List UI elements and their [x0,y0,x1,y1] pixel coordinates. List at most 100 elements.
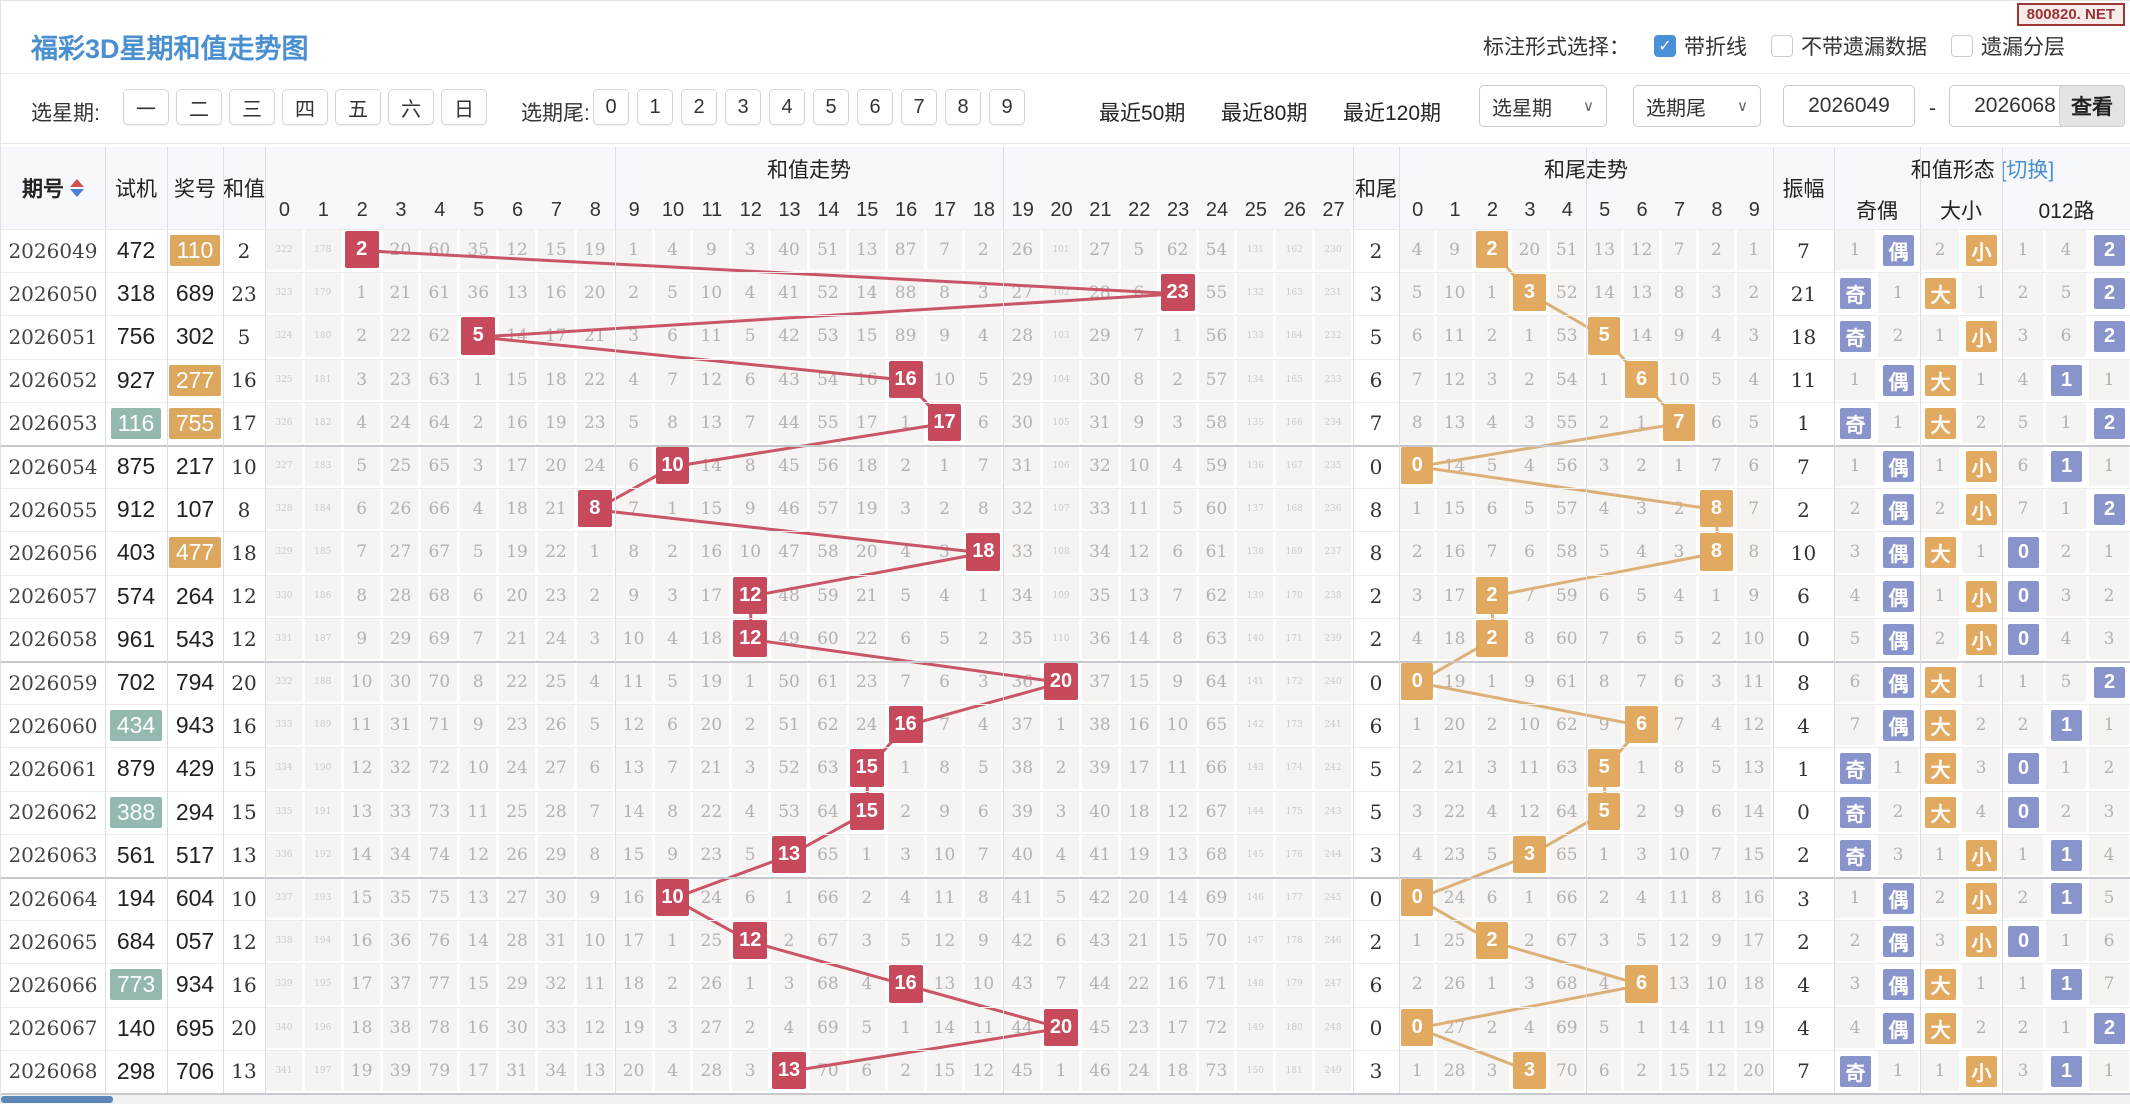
tail-miss-cell: 6 [1699,402,1734,443]
sum-miss-cell: 3 [1043,791,1079,832]
tailnum-button-9[interactable]: 9 [989,89,1025,125]
prize-value: 294 [175,798,215,825]
checkbox-unchecked-icon[interactable] [1771,35,1793,57]
tail-value-cell: 5 [1369,324,1383,349]
sum-value-cell: 23 [231,281,257,306]
tailnum-button-6[interactable]: 6 [857,89,893,125]
sum-miss-cell: 189 [304,705,341,746]
period-from-input[interactable] [1783,85,1915,127]
tail-miss-cell: 6 [1587,575,1622,616]
sum-miss-cell: 15 [615,834,652,875]
tailnum-button-8[interactable]: 8 [945,89,981,125]
sort-icon[interactable] [70,179,84,197]
row-divider [1,272,2130,274]
sum-miss-cell: 148 [1237,964,1274,1005]
route-miss-cell: 6 [2003,446,2043,487]
prize-cell: 057 [167,920,223,963]
tailnum-button-1[interactable]: 1 [637,89,673,125]
sum-miss-cell: 11 [615,662,652,703]
tail-miss-cell: 5 [1624,575,1659,616]
oe-header: 奇偶 [1834,191,1920,229]
sum-miss-cell: 179 [304,273,341,314]
sum-miss-cell: 22 [848,618,885,659]
bigsmall-miss-cell: 2 [1962,705,2000,746]
sum-miss-cell: 2 [654,532,691,573]
sum-miss-cell: 29 [1004,359,1041,400]
route-hit-badge: 1 [2051,883,2082,914]
sum-value-cell: 8 [237,497,251,522]
tailnum-button-4[interactable]: 4 [769,89,805,125]
sum-miss-cell: 19 [1120,834,1157,875]
row-divider [1,315,2130,317]
sum-miss-cell: 1 [343,273,380,314]
sum-miss-cell: 57 [809,489,846,530]
sum-miss-cell: 332 [266,662,302,703]
bigsmall-miss-cell: 1 [1962,359,2000,400]
week-button-三[interactable]: 三 [229,89,275,125]
week-button-一[interactable]: 一 [123,89,169,125]
table-row-2026064: 2026064 194 604 10 337 193 15 35 75 13 27 30 9 16 10 24… [1,877,2130,920]
week-select[interactable]: 选星期 ∨ [1479,85,1607,127]
sum-miss-cell: 2 [848,878,885,919]
prize-cell: 934 [167,963,223,1006]
sum-miss-cell: 30 [1081,359,1118,400]
sum-miss-cell: 4 [654,230,691,271]
sum-hit-badge: 15 [849,749,884,787]
sum-miss-cell: 2 [887,446,924,487]
range-link-80[interactable]: 最近80期 [1221,102,1308,125]
oddeven-miss-cell: 1 [1878,748,1918,789]
sum-miss-cell: 22 [537,532,574,573]
bigsmall-hit-badge: 小 [1966,451,1997,482]
sum-miss-cell: 19 [576,230,613,271]
week-button-四[interactable]: 四 [282,89,328,125]
sum-miss-cell: 35 [382,878,419,919]
mark-style-option: 遗漏分层 [1951,31,2065,61]
shiji-cell: 403 [105,531,167,574]
week-button-五[interactable]: 五 [335,89,381,125]
sum-miss-cell: 72 [1198,1007,1235,1048]
tail-miss-cell: 1 [1624,1007,1659,1048]
tail-miss-cell: 6 [1587,1050,1622,1091]
sum-miss-cell: 140 [1237,618,1274,659]
tailnum-button-7[interactable]: 7 [901,89,937,125]
sum-miss-cell: 56 [1198,316,1235,357]
tail-miss-cell: 1 [1624,402,1659,443]
scrollbar-thumb[interactable] [1,1096,113,1103]
tail-value-cell: 2 [1369,238,1383,263]
tail-miss-cell: 58 [1549,532,1584,573]
tail-select[interactable]: 选期尾 ∨ [1633,85,1761,127]
sum-miss-cell: 247 [1315,964,1351,1005]
tail-miss-cell: 4 [1736,359,1771,400]
sum-miss-cell: 1 [732,964,769,1005]
range-link-50[interactable]: 最近50期 [1099,102,1186,125]
sum-miss-cell: 4 [1159,446,1196,487]
week-button-六[interactable]: 六 [388,89,434,125]
period-header-label: 期号 [22,178,64,201]
sum-miss-cell: 243 [1315,791,1351,832]
view-button[interactable]: 查看 [2059,85,2125,127]
oddeven-miss-cell: 3 [1835,964,1875,1005]
sum-miss-cell: 138 [1237,532,1274,573]
column-divider [1773,147,1774,1093]
sum-miss-cell: 65 [1198,705,1235,746]
checkbox-checked-icon[interactable]: ✓ [1654,35,1676,57]
form-toggle-link[interactable]: [切换] [2000,159,2055,182]
tailnum-button-0[interactable]: 0 [593,89,629,125]
week-button-日[interactable]: 日 [441,89,487,125]
sum-miss-cell: 7 [926,705,963,746]
route-hit-badge: 2 [2094,321,2125,353]
tailnum-button-5[interactable]: 5 [813,89,849,125]
tailnum-button-3[interactable]: 3 [725,89,761,125]
route-hit-badge: 1 [2051,364,2082,396]
checkbox-unchecked-icon[interactable] [1951,35,1973,57]
range-link-120[interactable]: 最近120期 [1343,102,1442,125]
sum-miss-cell: 167 [1276,446,1313,487]
sum-miss-cell: 1 [615,230,652,271]
column-divider [1920,147,1921,1093]
horizontal-scrollbar[interactable] [1,1095,2130,1104]
tailnum-button-2[interactable]: 2 [681,89,717,125]
prize-value: 429 [175,755,215,782]
week-button-二[interactable]: 二 [176,89,222,125]
sum-miss-cell: 20 [693,705,730,746]
sum-miss-cell: 4 [460,489,497,530]
